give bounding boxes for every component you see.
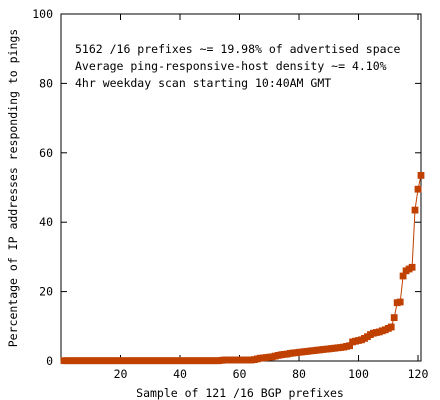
y-tick-label: 80: [39, 76, 53, 90]
data-point: [346, 342, 353, 350]
y-tick-label: 60: [39, 146, 53, 160]
annotation-line-1: 5162 /16 prefixes ~= 19.98% of advertise…: [75, 42, 400, 56]
data-point: [417, 172, 425, 179]
labels: Sample of 121 /16 BGP prefixes Percentag…: [6, 29, 344, 400]
annotations: 5162 /16 prefixes ~= 19.98% of advertise…: [75, 42, 400, 90]
y-tick-label: 20: [39, 285, 53, 299]
x-tick-label: 60: [233, 367, 247, 381]
y-axis-label: Percentage of IP addresses responding to…: [6, 29, 20, 348]
series: [60, 172, 425, 365]
y-tick-label: 100: [32, 7, 53, 21]
x-tick-label: 120: [408, 367, 429, 381]
data-point: [408, 263, 416, 271]
data-point: [390, 314, 398, 321]
annotation-line-2: Average ping-responsive-host density ~= …: [75, 59, 387, 73]
x-tick-label: 40: [173, 367, 187, 381]
y-tick-label: 0: [46, 354, 53, 368]
y-tick-label: 40: [39, 215, 53, 229]
data-point: [399, 272, 407, 280]
data-point: [411, 206, 419, 214]
x-tick-label: 100: [348, 367, 369, 381]
data-point: [414, 185, 422, 193]
x-tick-label: 80: [292, 367, 306, 381]
x-tick-label: 20: [114, 367, 128, 381]
tick-labels: 0 20 40 60 80 100 20 40 60 80 100 120: [32, 7, 428, 381]
data-point: [387, 323, 395, 331]
x-axis-label: Sample of 121 /16 BGP prefixes: [136, 386, 344, 400]
data-point: [396, 298, 404, 306]
annotation-line-3: 4hr weekday scan starting 10:40AM GMT: [75, 76, 331, 90]
